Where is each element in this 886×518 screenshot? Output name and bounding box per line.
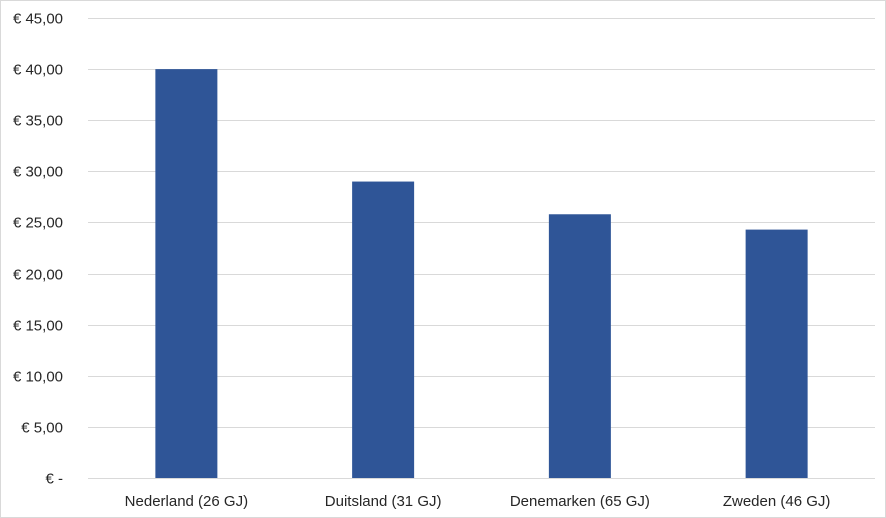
x-axis-category-labels: Nederland (26 GJ) Duitsland (31 GJ) Denema… [125,493,831,510]
bar [745,229,808,478]
bar [352,181,415,479]
y-tick-label: € 10,00 [13,369,63,386]
y-tick-label: € 20,00 [13,267,63,284]
bar [548,214,611,478]
y-tick-label: € 5,00 [21,420,63,437]
y-tick-label: € 25,00 [13,215,63,232]
y-tick-label: € - [45,471,63,488]
y-tick-label: € 30,00 [13,164,63,181]
x-category-label: Denemarken (65 GJ) [510,493,650,510]
y-tick-label: € 15,00 [13,318,63,335]
x-category-label: Zweden (46 GJ) [723,493,831,510]
x-category-label: Duitsland (31 GJ) [325,493,442,510]
bar [155,69,218,478]
y-tick-label: € 35,00 [13,113,63,130]
bars [155,69,808,479]
x-category-label: Nederland (26 GJ) [125,493,248,510]
gridlines [88,18,875,479]
y-axis-tick-labels: € - € 5,00 € 10,00 € 15,00 € 20,00 € 25,00 € 3… [13,11,63,488]
y-tick-label: € 40,00 [13,62,63,79]
y-tick-label: € 45,00 [13,11,63,28]
